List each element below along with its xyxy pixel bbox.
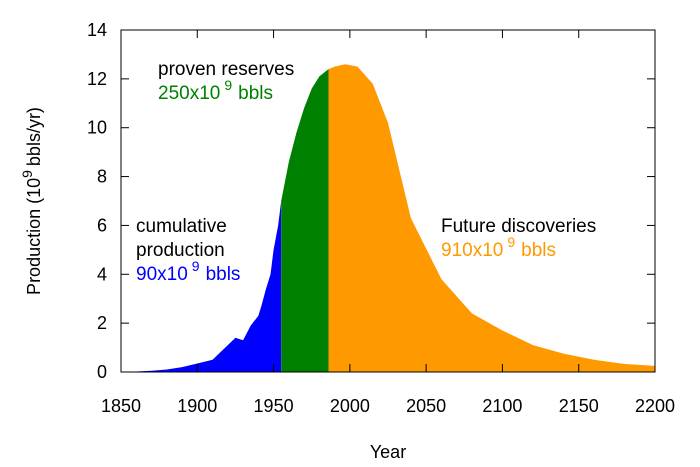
area xyxy=(281,69,329,372)
y-tick-label: 8 xyxy=(97,167,107,187)
y-axis-label-text: Production (10 xyxy=(24,178,44,295)
annotation-unit: bbls xyxy=(206,264,241,285)
x-axis-label: Year xyxy=(370,442,406,462)
y-tick-label: 0 xyxy=(97,362,107,382)
area xyxy=(328,64,655,372)
annotation-amount-value: 90x10 xyxy=(136,264,188,285)
annotation-text: cumulative xyxy=(136,216,227,237)
x-tick-label: 2150 xyxy=(559,396,599,416)
y-axis-label: Production (109 bbls/yr) xyxy=(19,107,44,295)
y-axis-label-exponent: 9 xyxy=(19,170,35,178)
annotation-unit: bbls xyxy=(238,83,273,104)
x-tick-label: 2100 xyxy=(482,396,522,416)
annotation-exponent: 9 xyxy=(224,77,232,93)
annotation-amount-value: 250x10 xyxy=(158,83,220,104)
y-tick-label: 6 xyxy=(97,215,107,235)
y-tick-label: 4 xyxy=(97,264,107,284)
annotation-exponent: 9 xyxy=(507,234,515,250)
x-tick-label: 1900 xyxy=(177,396,217,416)
area xyxy=(121,201,282,372)
x-tick-label: 1950 xyxy=(254,396,294,416)
annotation-amount-value: 910x10 xyxy=(441,240,503,261)
y-tick-label: 2 xyxy=(97,313,107,333)
y-tick-label: 12 xyxy=(87,69,107,89)
y-tick-label: 14 xyxy=(87,20,107,40)
x-tick-label: 2000 xyxy=(330,396,370,416)
annotation-text: Future discoveries xyxy=(441,216,596,237)
x-tick-label: 2050 xyxy=(406,396,446,416)
y-axis-label-unit: bbls/yr) xyxy=(24,107,44,166)
x-tick-label: 1850 xyxy=(101,396,141,416)
y-tick-label: 10 xyxy=(87,118,107,138)
x-tick-label: 2200 xyxy=(635,396,675,416)
annotation-exponent: 9 xyxy=(192,258,200,274)
annotation-text: production xyxy=(136,240,225,261)
annotation-unit: bbls xyxy=(521,240,556,261)
plot-frame xyxy=(120,29,656,373)
annotation-amount: 250x10 9 bbls xyxy=(158,77,273,104)
annotation-amount: 90x10 9 bbls xyxy=(136,258,240,285)
annotation-text: proven reserves xyxy=(158,59,294,80)
annotation-amount: 910x10 9 bbls xyxy=(441,234,556,261)
